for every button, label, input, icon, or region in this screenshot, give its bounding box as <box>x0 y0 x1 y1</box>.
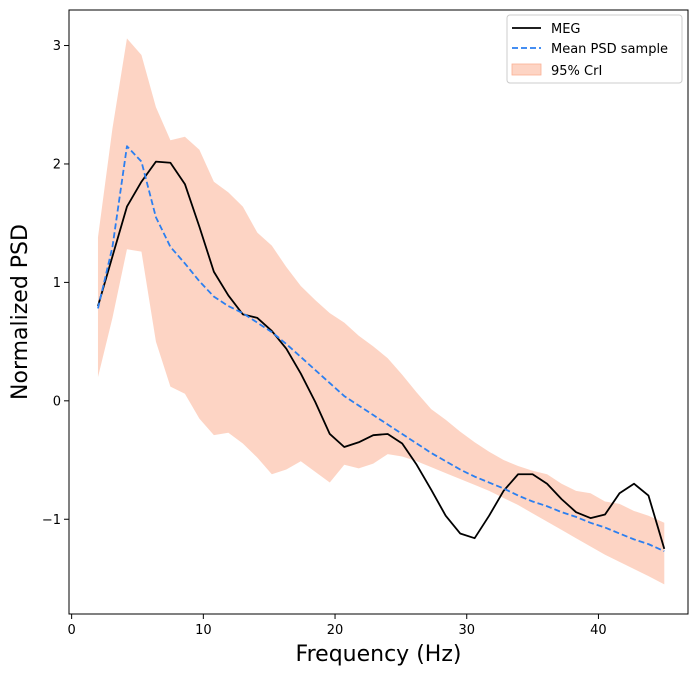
y-axis-label: Normalized PSD <box>8 224 33 400</box>
legend-box <box>506 14 683 84</box>
y-tick-label: 3 <box>53 39 61 54</box>
axis-ticks: 0 10 20 30 40 −1 0 1 2 3 <box>42 39 607 638</box>
x-tick-label: 10 <box>195 623 212 638</box>
y-tick-label: 1 <box>53 276 61 291</box>
legend-cri-swatch <box>511 63 542 76</box>
cri-band <box>97 38 665 585</box>
x-tick-label: 0 <box>67 623 75 638</box>
x-tick-label: 40 <box>590 623 607 638</box>
x-tick-label: 20 <box>327 623 344 638</box>
legend-meg-label: MEG <box>551 22 581 37</box>
mean-psd-line <box>97 145 665 553</box>
y-tick-label: 0 <box>53 394 61 409</box>
y-tick-label: −1 <box>42 513 61 528</box>
legend-cri-label: 95% CrI <box>551 64 602 79</box>
legend: MEG Mean PSD sample 95% CrI <box>506 14 683 84</box>
x-axis-label: Frequency (Hz) <box>296 642 462 667</box>
legend-mean-label: Mean PSD sample <box>551 42 668 57</box>
series-layer <box>97 145 666 553</box>
plot-frame <box>68 9 689 615</box>
y-tick-label: 2 <box>53 157 61 172</box>
credible-interval-layer <box>97 38 665 585</box>
x-tick-label: 30 <box>458 623 475 638</box>
meg-line <box>97 160 666 550</box>
